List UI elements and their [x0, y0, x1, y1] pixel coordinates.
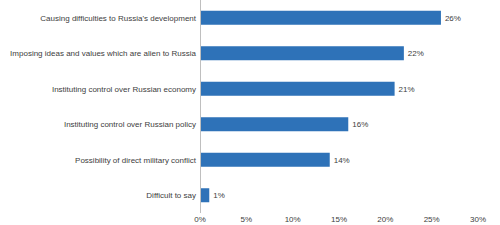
category-label: Instituting control over Russian economy [52, 85, 196, 94]
bar [200, 46, 404, 60]
category-label: Difficult to say [146, 191, 196, 200]
category-label: Possibility of direct military conflict [75, 156, 197, 165]
tick-label: 30% [470, 215, 486, 224]
bars [200, 11, 441, 203]
data-label: 1% [213, 191, 225, 200]
category-label: Imposing ideas and values which are alie… [10, 49, 196, 58]
tick-label: 10% [285, 215, 301, 224]
tick-label: 15% [331, 215, 347, 224]
chart: 0% 5% 10% 15% 20% 25% 30% Causing difficulties … [0, 0, 500, 225]
category-label: Instituting control over Russian policy [64, 120, 196, 129]
data-label: 21% [399, 85, 415, 94]
tick-label: 20% [377, 215, 393, 224]
data-label: 26% [445, 14, 461, 23]
data-label: 14% [334, 156, 350, 165]
data-label: 22% [408, 49, 424, 58]
bar [200, 82, 395, 96]
tick-label: 0% [194, 215, 206, 224]
bar [200, 11, 441, 25]
data-label: 16% [352, 120, 368, 129]
bar [200, 188, 209, 202]
bar [200, 117, 348, 131]
axis-line [200, 0, 201, 213]
category-label: Causing difficulties to Russia's develop… [40, 14, 196, 23]
tick-label: 5% [241, 215, 253, 224]
tick-label: 25% [424, 215, 440, 224]
bar [200, 153, 330, 167]
